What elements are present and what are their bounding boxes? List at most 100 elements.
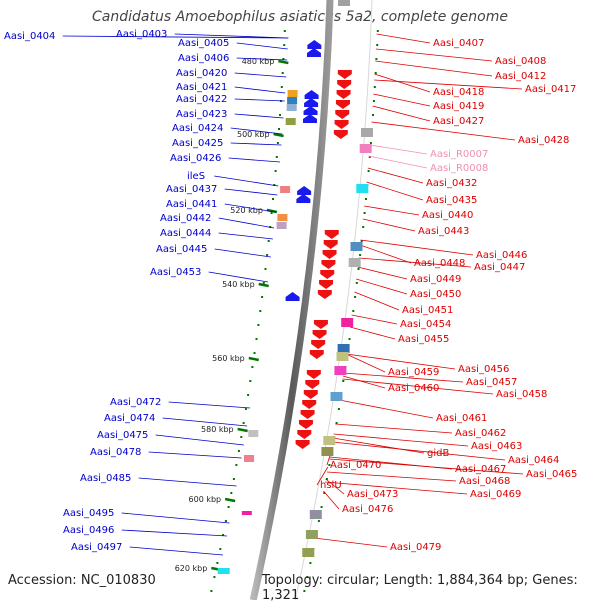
reverse-gene-arrow: [302, 400, 317, 409]
reverse-gene-arrow: [306, 370, 321, 379]
reverse-gene-arrow: [312, 330, 327, 339]
outer-scale-dot: [230, 492, 233, 494]
kbp-tick-label: 480 kbp: [242, 57, 275, 66]
left-gene-label: Aasi_0475: [97, 430, 148, 441]
left-gene-label: Aasi_0403: [116, 29, 167, 40]
inner-gene-block: [302, 548, 315, 557]
left-leader-line: [218, 217, 275, 229]
left-leader-line: [208, 271, 268, 283]
outer-scale-dot: [210, 590, 213, 592]
outer-gene-block: [217, 568, 230, 574]
right-leader-line: [346, 353, 456, 370]
inner-scale-dot: [352, 310, 355, 312]
right-gene-label: Aasi_0428: [518, 135, 569, 146]
reverse-gene-arrow: [337, 80, 352, 89]
right-gene-label: Aasi_0456: [458, 364, 509, 375]
reverse-gene-arrow: [335, 100, 350, 109]
inner-scale-dot: [342, 380, 345, 382]
outer-scale-dot: [262, 282, 265, 284]
reverse-gene-arrow: [323, 240, 338, 249]
left-gene-label: Aasi_0444: [160, 228, 211, 239]
right-gene-label: Aasi_0427: [433, 116, 484, 127]
right-leader-line: [368, 155, 428, 169]
right-leader-line: [358, 257, 472, 268]
inner-scale-dot: [309, 562, 312, 564]
right-gene-label: Aasi_0473: [347, 489, 398, 500]
left-leader-line: [230, 142, 282, 146]
right-gene-label: Aasi_0467: [455, 464, 506, 475]
right-gene-label: Aasi_0465: [526, 469, 577, 480]
right-gene-label: Aasi_0412: [495, 71, 546, 82]
right-gene-label: Aasi_R0008: [430, 163, 488, 174]
kbp-tick: [224, 497, 236, 503]
right-leader-line: [351, 314, 398, 325]
left-leader-line: [218, 232, 273, 240]
outer-scale-dot: [283, 44, 286, 46]
left-leader-line: [230, 127, 283, 135]
right-gene-label: Aasi_0432: [426, 178, 477, 189]
left-leader-line: [234, 113, 284, 119]
right-leader-line: [360, 239, 474, 256]
left-leader-line: [121, 529, 227, 537]
reverse-gene-arrow: [305, 380, 320, 389]
gene-features: [217, 0, 373, 574]
outer-scale-dot: [222, 534, 225, 536]
reverse-gene-arrow: [311, 340, 326, 349]
left-leader-line: [62, 35, 289, 39]
right-leader-line: [371, 121, 516, 141]
kbp-tick-label: 620 kbp: [175, 564, 208, 573]
right-gene-label: Aasi_0461: [436, 413, 487, 424]
left-leader-line: [121, 512, 230, 524]
outer-gene-block: [287, 97, 298, 104]
left-gene-label: ileS: [187, 171, 205, 182]
reverse-gene-arrow: [300, 410, 315, 419]
right-leader-line: [374, 79, 523, 90]
reverse-gene-arrow: [313, 320, 328, 329]
right-gene-label: Aasi_0454: [400, 319, 451, 330]
left-gene-label: Aasi_0453: [150, 267, 201, 278]
inner-scale-dot: [368, 156, 371, 158]
right-gene-label: Aasi_0476: [342, 504, 393, 515]
reverse-gene-arrow: [309, 350, 324, 359]
reverse-gene-arrow: [322, 250, 337, 259]
right-gene-label: Aasi_0458: [496, 389, 547, 400]
inner-scale-dot: [362, 226, 365, 228]
kbp-tick-label: 600 kbp: [189, 495, 222, 504]
outer-scale-dot: [219, 548, 222, 550]
left-gene-label: Aasi_0485: [80, 473, 131, 484]
right-leader-line: [359, 244, 412, 264]
inner-gene-block: [323, 436, 336, 445]
inner-scale-dot: [365, 198, 367, 200]
outer-scale-dot: [276, 142, 279, 144]
right-leader-line: [362, 218, 416, 232]
gene-labels: Aasi_0404 Aasi_0403 Aasi_0405 Aasi_0406 Aasi…: [4, 29, 577, 553]
left-leader-line: [214, 175, 279, 187]
right-leader-line: [367, 167, 424, 184]
left-leader-line: [155, 434, 244, 446]
kbp-tick: [258, 282, 269, 288]
kbp-tick: [278, 59, 289, 65]
outer-gene-block: [286, 104, 297, 111]
right-gene-label: Aasi_0468: [459, 476, 510, 487]
outer-gene-block: [276, 222, 287, 229]
right-gene-label: Aasi_0464: [508, 455, 559, 466]
right-leader-line: [329, 458, 524, 475]
outer-scale-dot: [227, 506, 230, 508]
forward-gene-arrow: [303, 106, 318, 115]
right-gene-label: Aasi_0447: [474, 262, 525, 273]
right-gene-label: Aasi_0459: [388, 367, 439, 378]
reverse-gene-arrow: [333, 130, 348, 139]
left-leader-line: [234, 72, 287, 78]
right-gene-label: Aasi_0479: [390, 542, 441, 553]
outer-scale-dot: [242, 422, 245, 424]
reverse-gene-arrow: [336, 90, 351, 99]
left-gene-label: Aasi_0421: [176, 82, 227, 93]
outer-scale-dot: [267, 240, 270, 242]
inner-scale-dot: [306, 576, 309, 578]
right-gene-label: Aasi_R0007: [430, 149, 488, 160]
inner-scale-dot: [363, 212, 366, 214]
outer-scale-dot: [255, 338, 258, 340]
map-title: Candidatus Amoebophilus asiaticus 5a2, c…: [92, 9, 508, 25]
left-leader-line: [224, 188, 278, 196]
inner-scale-dot: [357, 268, 360, 270]
